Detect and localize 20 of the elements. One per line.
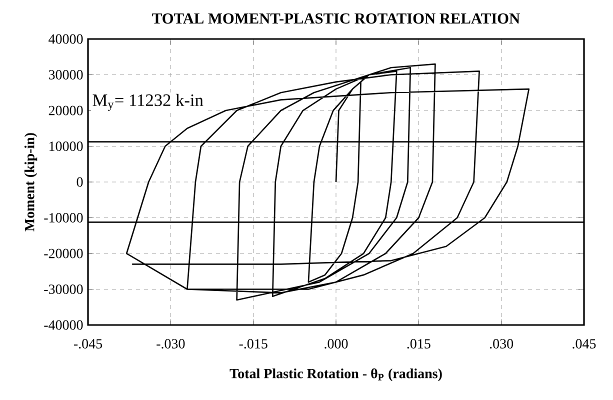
y-tick-label: -40000: [44, 320, 83, 330]
y-tick-label: 40000: [48, 34, 83, 44]
x-axis-title: Total Plastic Rotation - θ$_{P}$ (radians): [230, 368, 442, 382]
y-axis-title: Moment (kip-in): [24, 133, 38, 232]
y-tick-label: 30000: [48, 70, 83, 80]
x-tick-label: .000: [324, 339, 348, 349]
chart-title: TOTAL MOMENT-PLASTIC ROTATION RELATION: [152, 13, 520, 24]
x-tick-label: .045: [572, 339, 596, 349]
x-tick-label: -.015: [239, 339, 268, 349]
y-tick-label: -30000: [44, 284, 83, 294]
y-tick-label: 0: [76, 177, 83, 187]
y-tick-label: 20000: [48, 106, 83, 116]
x-tick-label: -.030: [156, 339, 185, 349]
y-tick-label: -10000: [44, 213, 83, 222]
y-tick-label: 10000: [50, 142, 83, 151]
x-tick-label: -.045: [74, 339, 102, 349]
x-tick-label: .015: [407, 339, 430, 349]
x-tick-label: .030: [490, 339, 514, 349]
y-tick-label: -20000: [44, 248, 83, 258]
ref-line-label: M$_{y}$= 11232 k-in: [92, 94, 204, 111]
